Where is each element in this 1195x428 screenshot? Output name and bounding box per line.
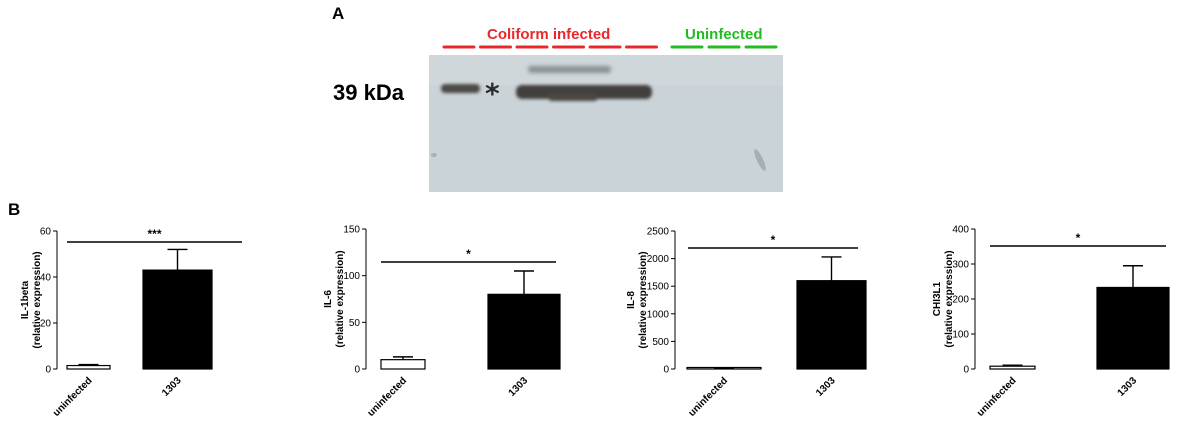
y-tick-label: 0 [963, 365, 969, 376]
y-tick-label: 50 [349, 318, 361, 329]
uninfected-group-label: Uninfected [685, 26, 763, 43]
molecular-weight-label: 39 kDa [333, 80, 405, 105]
y-tick-label: 0 [354, 365, 360, 376]
bar-uninfected [989, 365, 1036, 370]
y-axis-label-units: (relative expression) [32, 251, 43, 348]
bar-chart-1: 0 20 40 60 IL-1beta (relative expression) unin… [20, 227, 242, 419]
bar-uninfected [66, 364, 111, 370]
band-lanes-sub [548, 93, 598, 101]
y-tick-label: 1500 [647, 282, 670, 293]
bar-1303 [142, 269, 213, 370]
y-axis-label-units: (relative expression) [944, 250, 955, 347]
y-tick-label: 100 [343, 271, 360, 282]
y-axis-label-units: (relative expression) [335, 250, 346, 347]
y-tick-label: 40 [40, 273, 52, 284]
blot-artifact-smear [754, 149, 766, 171]
upper-bands [528, 66, 611, 73]
x-category-label: 1303 [814, 375, 838, 399]
y-tick-label: 400 [952, 225, 969, 236]
y-tick-label: 200 [952, 295, 969, 306]
blot-artifact-spot [431, 153, 437, 157]
y-tick-label: 0 [663, 365, 669, 376]
y-axis-label: IL-8 [626, 291, 637, 309]
bar-uninfected [380, 359, 426, 370]
y-tick-label: 500 [652, 337, 669, 348]
bar-chart-4: 0 100 200 300 400 CHI3L1 (relative expression)… [932, 225, 1170, 419]
y-tick-label: 0 [45, 365, 51, 376]
y-tick-label: 1000 [647, 309, 670, 320]
significance-marker: * [771, 233, 776, 247]
infected-group-label: Coliform infected [487, 26, 610, 43]
y-axis-label: IL-6 [323, 290, 334, 308]
band-lane-1 [441, 84, 480, 93]
y-tick-label: 300 [952, 260, 969, 271]
y-axis-label: IL-1beta [20, 280, 31, 319]
panel-b-label: B [8, 200, 20, 219]
significance-marker: *** [147, 227, 161, 241]
y-tick-label: 150 [343, 225, 360, 236]
x-category-label: 1303 [1116, 375, 1140, 399]
x-category-label: uninfected [975, 375, 1019, 419]
bar-chart-2: 0 50 100 150 IL-6 (relative expression) uninfe… [323, 225, 561, 419]
y-tick-label: 2000 [647, 254, 670, 265]
bar-chart-3: 0 500 1000 1500 2000 2500 IL-8 (relative expres… [626, 227, 867, 419]
y-tick-label: 100 [952, 330, 969, 341]
bar-1303 [796, 280, 867, 370]
y-tick-label: 60 [40, 227, 52, 238]
bar-1303 [1096, 286, 1170, 370]
western-blot: Coliform infected Uninfected 39 kDa * [333, 26, 783, 192]
upper-band [528, 66, 611, 73]
main-bands [441, 84, 652, 101]
x-category-label: 1303 [507, 375, 531, 399]
x-category-label: uninfected [51, 375, 95, 419]
x-category-label: uninfected [687, 375, 731, 419]
x-category-label: uninfected [366, 375, 410, 419]
y-tick-label: 2500 [647, 227, 670, 238]
panel-a-label: A [332, 4, 344, 23]
y-tick-label: 20 [40, 319, 52, 330]
y-axis-label: CHI3L1 [932, 281, 943, 316]
x-category-label: 1303 [160, 375, 184, 399]
blot-asterisk: * [485, 77, 500, 110]
significance-marker: * [1076, 231, 1081, 245]
significance-marker: * [466, 247, 471, 261]
y-axis-label-units: (relative expression) [638, 251, 649, 348]
bar-1303 [487, 293, 561, 370]
